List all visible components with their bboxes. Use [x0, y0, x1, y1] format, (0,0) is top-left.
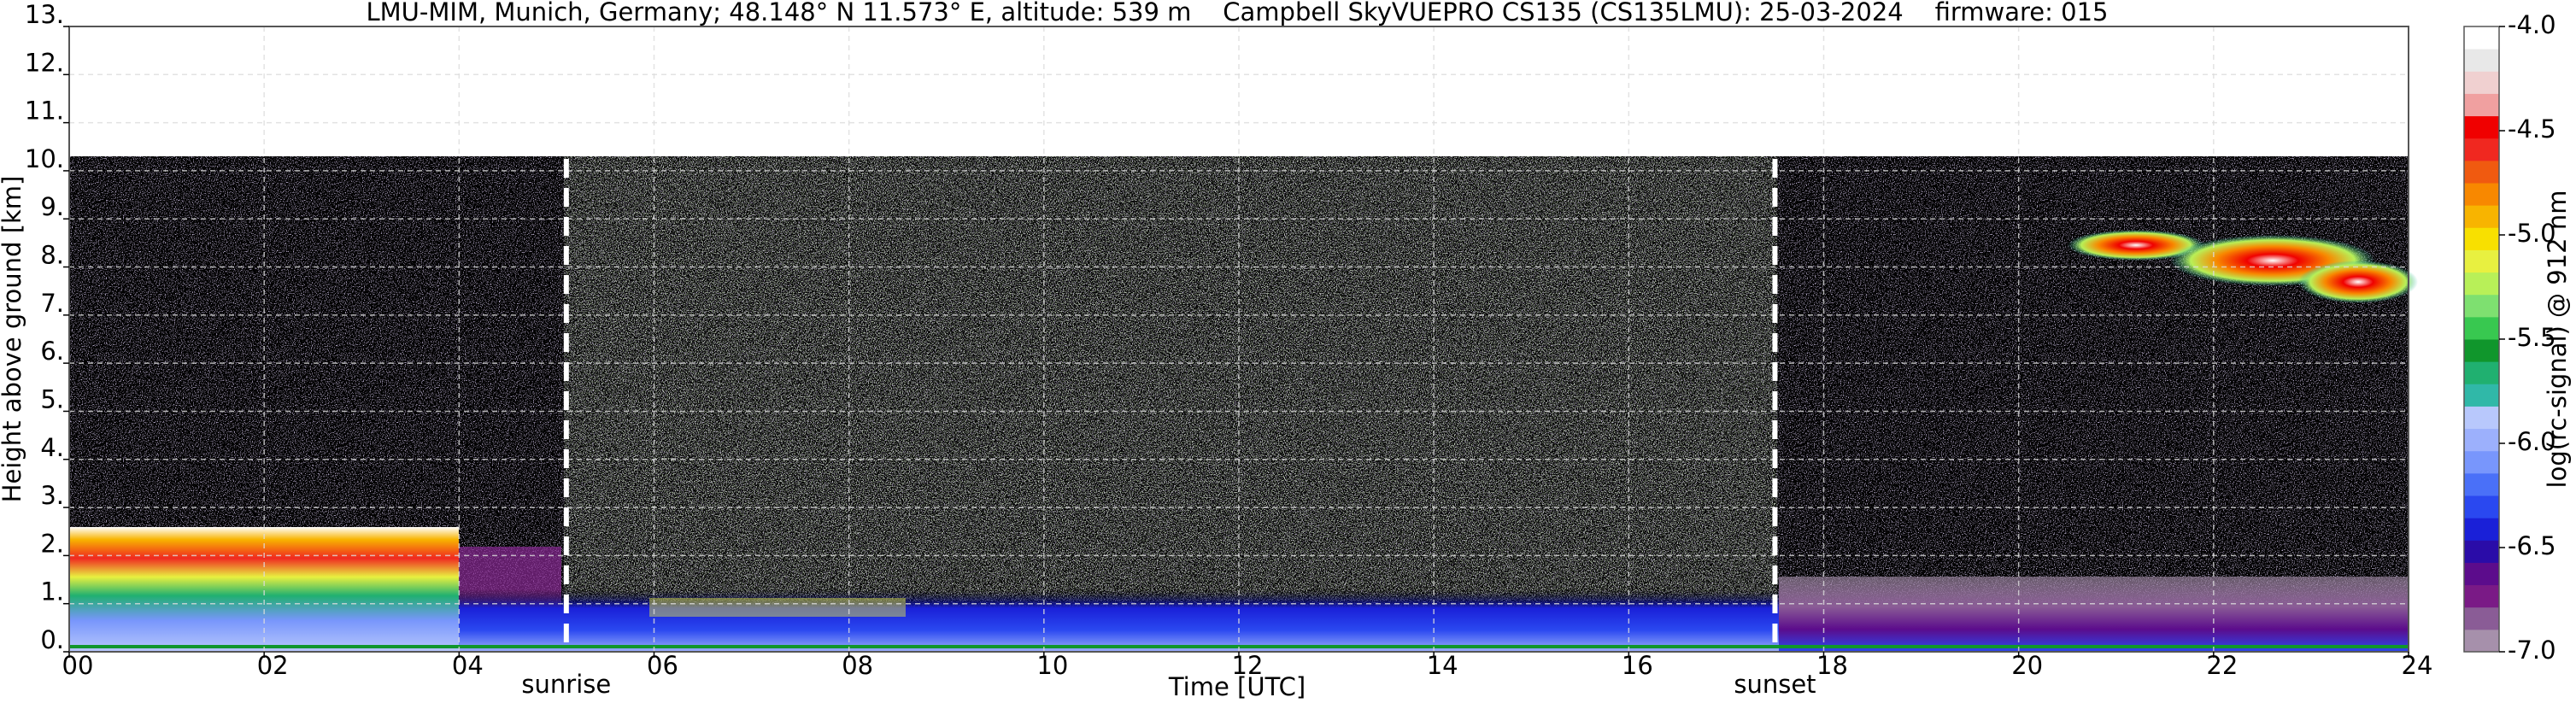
cloud [2298, 261, 2418, 303]
x-tick-label: 18 [1816, 651, 1848, 680]
residual-layer [1779, 577, 2409, 652]
colorbar-segment [2464, 205, 2499, 228]
x-tick-label: 12 [1232, 651, 1264, 680]
x-tick-label: 10 [1036, 651, 1068, 680]
y-tick-label: 6. [40, 337, 64, 366]
y-tick-label: 1. [40, 577, 64, 606]
colorbar-segment [2464, 562, 2499, 586]
colorbar-segment [2464, 495, 2499, 519]
colorbar-segment [2464, 249, 2499, 273]
x-tick-label: 22 [2206, 651, 2238, 680]
y-tick-label: 8. [40, 241, 64, 270]
x-tick-label: 08 [842, 651, 873, 680]
y-tick-label: 7. [40, 289, 64, 318]
x-tick-label: 24 [2402, 651, 2433, 680]
x-tick-label: 16 [1622, 651, 1653, 680]
colorbar-segment [2464, 361, 2499, 384]
colorbar-segment [2464, 71, 2499, 94]
colorbar-segment [2464, 518, 2499, 541]
colorbar-segment [2464, 339, 2499, 362]
colorbar-segment [2464, 49, 2499, 72]
x-tick-label: 20 [2011, 651, 2043, 680]
backscatter-image [69, 156, 2418, 652]
colorbar-tick-label: -6.5 [2508, 531, 2556, 560]
colorbar-segment [2464, 272, 2499, 296]
annotation-label: sunset [1734, 670, 1816, 699]
y-tick-label: 0. [40, 625, 64, 654]
colorbar-segment [2464, 115, 2499, 139]
colorbar-segment [2464, 540, 2499, 563]
y-tick-label: 4. [40, 433, 64, 462]
colorbar-segment [2464, 316, 2499, 340]
x-tick-label: 06 [647, 651, 678, 680]
y-tick-label: 12. [25, 48, 64, 77]
colorbar-segment [2464, 450, 2499, 474]
colorbar-segment [2464, 472, 2499, 496]
colorbar-segment [2464, 584, 2499, 608]
cloud [2068, 230, 2204, 261]
x-tick-label: 14 [1427, 651, 1458, 680]
colorbar-segment [2464, 384, 2499, 407]
colorbar-segment [2464, 428, 2499, 452]
colorbar-segment [2464, 606, 2499, 630]
boundary-layer [649, 598, 906, 617]
y-tick-label: 11. [25, 97, 64, 126]
y-axis-label: Height above ground [km] [0, 176, 26, 503]
colorbar-segment [2464, 294, 2499, 318]
x-axis-label: Time [UTC] [1168, 672, 1306, 701]
y-tick-label: 13. [25, 0, 64, 29]
colorbar-segment [2464, 227, 2499, 250]
colorbar-tick-label: -4.5 [2508, 114, 2556, 144]
colorbar-tick-label: -7.0 [2508, 636, 2556, 665]
colorbar-tick-label: -4.0 [2508, 10, 2556, 39]
colorbar-label: log(rc-signal) @ 912 nm [2543, 190, 2572, 489]
x-tick-label: 00 [62, 651, 94, 680]
chart-title: LMU-MIM, Munich, Germany; 48.148° N 11.5… [367, 0, 2109, 26]
colorbar-tick-label: -6.0 [2508, 427, 2556, 456]
y-tick-label: 3. [40, 481, 64, 510]
colorbar-segment [2464, 629, 2499, 653]
x-tick-label: 02 [257, 651, 289, 680]
y-tick-label: 2. [40, 529, 64, 558]
colorbar-tick-label: -5.0 [2508, 219, 2556, 248]
colorbar-segment [2464, 93, 2499, 117]
x-tick-label: 04 [452, 651, 484, 680]
y-tick-label: 9. [40, 192, 64, 221]
y-tick-label: 10. [25, 144, 64, 173]
colorbar-segment [2464, 160, 2499, 184]
colorbar-segment [2464, 138, 2499, 161]
y-tick-label: 5. [40, 384, 64, 413]
colorbar-segment [2464, 406, 2499, 430]
annotation-label: sunrise [521, 670, 611, 699]
colorbar-segment [2464, 26, 2499, 50]
noise [564, 156, 1777, 601]
boundary-layer [459, 589, 1779, 652]
colorbar-segment [2464, 183, 2499, 206]
colorbar-tick-label: -5.5 [2508, 323, 2556, 352]
